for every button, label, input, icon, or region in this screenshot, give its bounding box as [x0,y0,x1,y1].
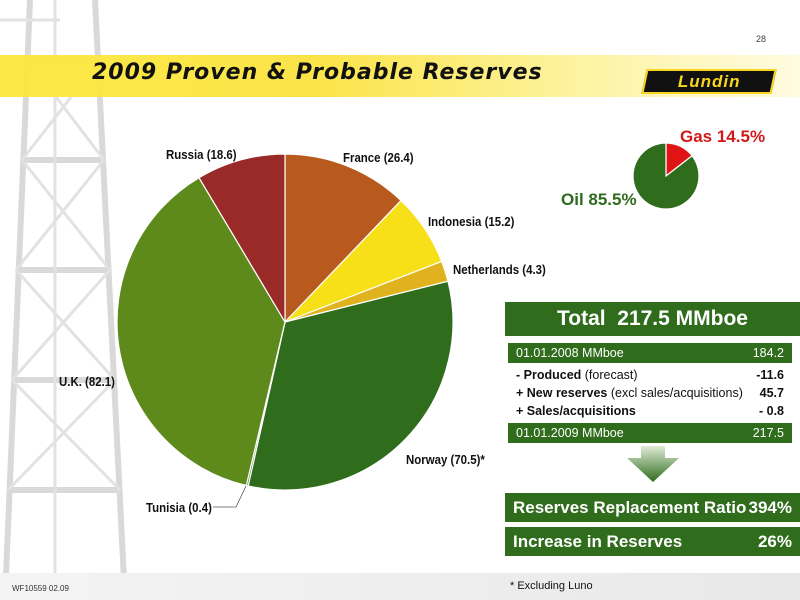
down-arrow-icon [627,446,679,482]
label-uk: U.K. (82.1) [59,374,115,389]
reserves-slice-france [284,153,402,324]
sales-row: + Sales/acquisitions - 0.8 [508,401,792,420]
produced-value: -11.6 [756,367,784,382]
increase-label: Increase in Reserves [513,531,683,551]
label-oil: Oil 85.5% [561,190,637,209]
label-netherlands: Netherlands (4.3) [453,262,546,277]
reserves-slice-norway [247,280,454,491]
reserves-slice-russia [198,153,286,325]
label-tunisia: Tunisia (0.4) [146,500,212,515]
closing-balance-row: 01.01.2009 MMboe 217.5 [508,423,792,443]
ratio-value: 394% [748,497,792,517]
footnote: * Excluding Luno [510,580,593,592]
produced-label: - Produced [516,367,582,382]
document-code: WF10559 02.09 [12,584,69,593]
increase-value: 26% [757,531,792,551]
label-france: France (26.4) [343,150,414,165]
drilling-rig-background [0,0,128,600]
produced-row: - Produced (forecast) -11.6 [508,365,792,384]
new-reserves-value: 45.7 [759,385,784,400]
sales-label: + Sales/acquisitions [516,403,636,418]
new-reserves-label: + New reserves [516,385,608,400]
opening-value: 184.2 [752,346,784,360]
replacement-ratio-bar: Reserves Replacement Ratio 394% [505,493,800,522]
reserves-slice-uk [116,176,286,487]
closing-label: 01.01.2009 MMboe [516,426,624,440]
ratio-label: Reserves Replacement Ratio [513,497,747,517]
label-gas: Gas 14.5% [680,127,766,146]
total-reserves-bar: Total 217.5 MMboe [505,302,800,336]
tunisia-leader-line [213,485,247,508]
closing-value: 217.5 [752,426,784,440]
label-indonesia: Indonesia (15.2) [428,214,515,229]
footer-band [0,573,800,600]
page-title: 2009 Proven & Probable Reserves [92,60,543,85]
sales-value: - 0.8 [758,403,784,418]
new-reserves-note: (excl sales/acquisitions) [607,385,743,400]
produced-note: (forecast) [581,367,638,382]
label-norway: Norway (70.5)* [406,452,485,467]
page-number: 28 [756,34,767,44]
opening-balance-row: 01.01.2008 MMboe 184.2 [508,343,792,363]
new-reserves-row: + New reserves (excl sales/acquisitions)… [508,383,792,402]
increase-bar: Increase in Reserves 26% [505,527,800,556]
label-russia: Russia (18.6) [166,147,237,162]
opening-label: 01.01.2008 MMboe [516,346,624,360]
oil-gas-slice-oil [632,142,700,210]
